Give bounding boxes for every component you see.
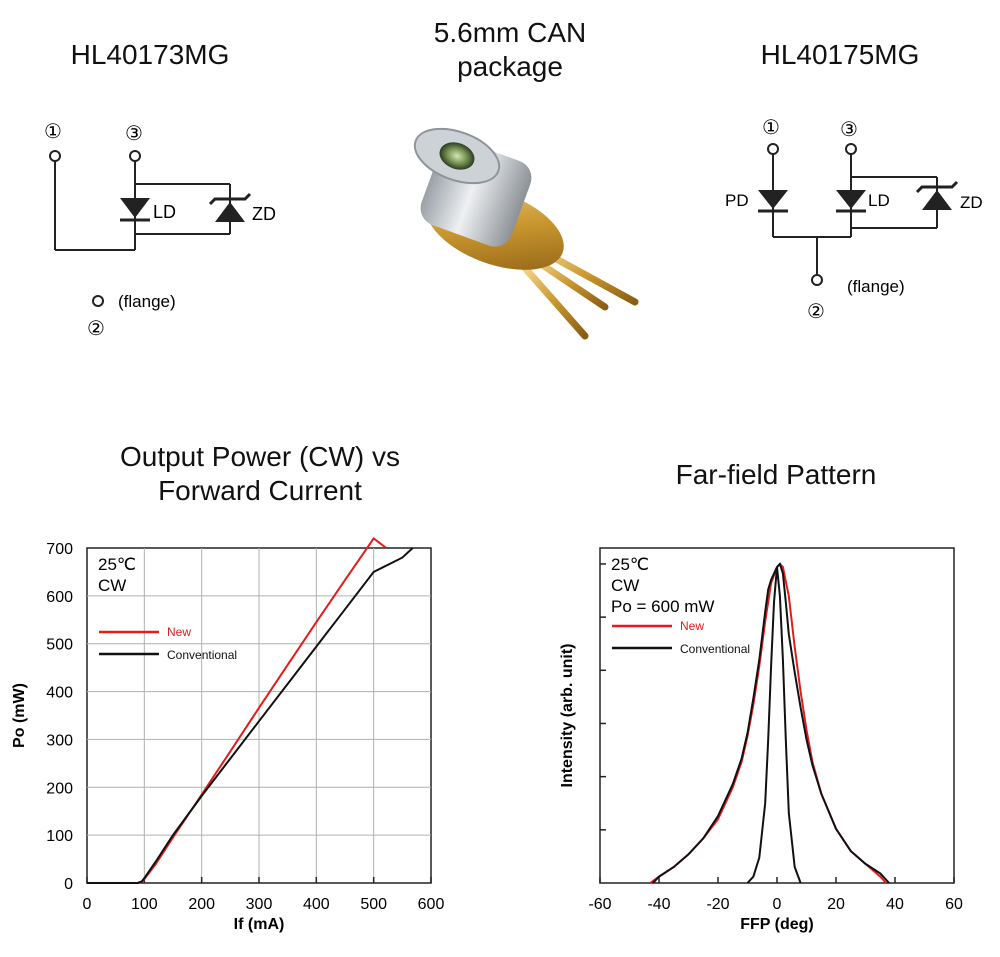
x-tick-label: -40: [647, 896, 670, 913]
package-title-line1: 5.6mm CAN: [433, 17, 587, 48]
x-tick-label: 600: [418, 896, 445, 913]
y-tick-label: 600: [46, 589, 73, 606]
right-diagram-title: HL40175MG: [760, 39, 920, 70]
x-tick-label: 400: [303, 896, 330, 913]
y-tick-label: 500: [46, 637, 73, 654]
package-title: 5.6mm CAN package: [380, 16, 640, 84]
y-tick-label: 0: [64, 876, 73, 893]
chart-annotation: CW: [611, 576, 639, 595]
right-zener-diode-icon: [915, 180, 959, 210]
power-chart-title-line2: Forward Current: [158, 475, 362, 506]
right-flange-terminal: [811, 274, 823, 286]
plot-area: [599, 547, 955, 884]
series-line-conventional: [652, 562, 890, 884]
y-tick-label: 300: [46, 732, 73, 749]
x-tick-label: 100: [131, 896, 158, 913]
x-tick-label: 0: [773, 896, 782, 913]
y-axis-label: Intensity (arb. unit): [559, 644, 576, 788]
x-axis-label: FFP (deg): [740, 916, 813, 933]
left-zener-diode-icon: [208, 192, 252, 222]
y-tick-label: 200: [46, 780, 73, 797]
legend-label-conventional: Conventional: [680, 642, 750, 656]
x-tick-label: 0: [83, 896, 92, 913]
x-tick-label: 200: [188, 896, 215, 913]
x-tick-label: -60: [588, 896, 611, 913]
legend-label-new: New: [167, 625, 191, 639]
left-flange-label: (flange): [118, 292, 176, 311]
can-lens: [439, 142, 475, 170]
far-field-pattern-chart: -60 -40 -20 0 20 40 60 FFP (deg) Intensity (arb.…: [559, 547, 963, 933]
x-tick-label: 300: [246, 896, 273, 913]
left-pin2-label: ②: [87, 318, 105, 340]
x-tick-label: 40: [886, 896, 904, 913]
right-pin3-terminal: [845, 143, 857, 155]
right-pin1-terminal: [767, 143, 779, 155]
power-vs-current-chart: 0 100 200 300 400 500 600 0 100 200 300 400 500 600 70…: [11, 536, 445, 933]
right-ld-diode-icon: [836, 190, 866, 213]
package-title-line2: package: [457, 51, 563, 82]
left-flange-terminal: [92, 295, 104, 307]
left-zd-label: ZD: [252, 204, 276, 224]
right-wires: [772, 154, 938, 275]
legend-label-conventional: Conventional: [167, 648, 237, 662]
laser-diode-can-image: [413, 127, 639, 340]
y-tick-label: 700: [46, 541, 73, 558]
right-pin3-label: ③: [840, 119, 858, 141]
left-pin1-terminal: [49, 150, 61, 162]
right-pin1-label: ①: [762, 117, 780, 139]
right-zd-label: ZD: [960, 193, 983, 212]
right-pd-label: PD: [725, 191, 749, 210]
left-circuit-diagram: ① ③ LD ZD (flange) ②: [44, 121, 276, 340]
x-axis-label: If (mA): [234, 916, 285, 933]
left-pin1-label: ①: [44, 121, 62, 143]
series-line-conventional: [87, 547, 414, 884]
x-tick-label: 60: [945, 896, 963, 913]
right-pd-diode-icon: [758, 190, 788, 213]
power-chart-title: Output Power (CW) vs Forward Current: [60, 440, 460, 508]
y-axis-label: Po (mW): [11, 683, 28, 748]
left-pin3-label: ③: [125, 123, 143, 145]
power-chart-title-line1: Output Power (CW) vs: [119, 441, 401, 472]
ffp-chart-title: Far-field Pattern: [675, 459, 877, 490]
legend-label-new: New: [680, 619, 704, 633]
x-tick-label: 500: [360, 896, 387, 913]
left-diagram-title: HL40173MG: [70, 39, 230, 70]
chart-annotation: 25℃: [611, 555, 649, 574]
chart-annotation: CW: [98, 576, 126, 595]
y-tick-label: 100: [46, 828, 73, 845]
right-circuit-diagram: ① ③ PD LD ZD (flange) ②: [725, 117, 983, 323]
chart-annotation: Po = 600 mW: [611, 597, 714, 616]
series-line-conventional-narrow: [746, 566, 802, 884]
left-pin3-terminal: [129, 150, 141, 162]
right-pin2-label: ②: [807, 301, 825, 323]
right-flange-label: (flange): [847, 277, 905, 296]
left-ld-diode-icon: [120, 198, 150, 222]
chart-annotation: 25℃: [98, 555, 136, 574]
x-tick-label: 20: [827, 896, 845, 913]
left-ld-label: LD: [153, 202, 176, 222]
x-tick-label: -20: [706, 896, 729, 913]
right-ld-label: LD: [868, 191, 890, 210]
y-tick-label: 400: [46, 685, 73, 702]
